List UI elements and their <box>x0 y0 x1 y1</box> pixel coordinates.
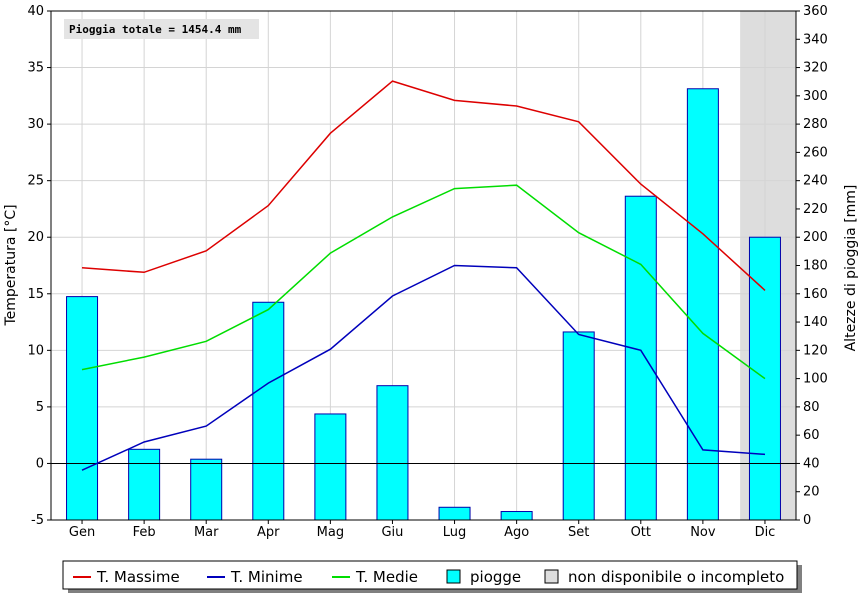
rain-bars <box>66 88 781 521</box>
series-line-t-massime <box>81 80 766 291</box>
y-right-tick-label: 260 <box>803 145 828 160</box>
y-right-tick-label: 280 <box>803 117 828 132</box>
y-right-tick-label: 160 <box>803 287 828 302</box>
y-left-tick-label: 0 <box>36 456 44 471</box>
bar-Ago <box>500 511 533 521</box>
y-right-tick-label: 340 <box>803 32 828 47</box>
y-right-tick-label: 100 <box>803 372 828 387</box>
y-left-tick-label: 5 <box>36 400 44 415</box>
bar-Nov <box>686 88 719 521</box>
bar-Ott <box>624 195 657 521</box>
y-right-tick-label: 360 <box>803 4 828 19</box>
legend-label: piogge <box>470 568 521 586</box>
x-tick-label: Feb <box>133 525 156 540</box>
legend-label: T. Medie <box>355 568 418 586</box>
total-rain-badge-text: Pioggia totale = 1454.4 mm <box>69 23 242 36</box>
x-tick-label: Giu <box>381 525 403 540</box>
y-left-tick-label: 20 <box>27 230 44 245</box>
y-left-tick-label: 40 <box>27 4 44 19</box>
y-right-tick-label: 140 <box>803 315 828 330</box>
bar-Mar <box>190 458 223 521</box>
y-right-tick-label: 200 <box>803 230 828 245</box>
y-right-tick-label: 300 <box>803 89 828 104</box>
legend-label: T. Minime <box>230 568 303 586</box>
legend-swatch-box <box>544 569 559 584</box>
legend: T. Massime T. Minime T. Medie piogge non dis… <box>62 560 802 593</box>
bar-Apr <box>252 301 285 521</box>
y-axis-right-ticks: 0 20 40 60 80 100 120 140 160 180 200 220 240 260 280 3… <box>796 4 828 528</box>
y-axis-left-ticks: -5 0 5 10 15 20 25 30 35 40 <box>27 4 51 528</box>
y-axis-right-title: Altezze di pioggia [mm] <box>843 185 859 352</box>
y-right-tick-label: 220 <box>803 202 828 217</box>
y-right-tick-label: 240 <box>803 174 828 189</box>
legend-label: T. Massime <box>96 568 180 586</box>
legend-swatch-box <box>446 569 461 584</box>
x-tick-label: Gen <box>69 525 95 540</box>
x-tick-label: Nov <box>690 525 716 540</box>
bar-Lug <box>438 506 471 521</box>
y-left-tick-label: 25 <box>27 174 44 189</box>
total-rain-badge-bg <box>64 19 259 39</box>
bar-Feb <box>128 448 161 521</box>
x-tick-label: Lug <box>443 525 467 540</box>
temperature-lines <box>81 80 766 471</box>
x-tick-label: Apr <box>257 525 280 540</box>
x-tick-label: Ott <box>631 525 651 540</box>
x-tick-label: Set <box>568 525 589 540</box>
total-rain-badge: Pioggia totale = 1454.4 mm <box>64 19 259 39</box>
x-tick-label: Dic <box>755 525 776 540</box>
bar-Giu <box>376 385 409 521</box>
y-right-tick-label: 20 <box>803 485 820 500</box>
y-left-tick-label: -5 <box>31 513 44 528</box>
y-right-tick-label: 180 <box>803 259 828 274</box>
y-left-tick-label: 10 <box>27 343 44 358</box>
series-line-t-medie <box>81 184 766 380</box>
series-line-t-minime <box>81 264 766 471</box>
bar-Mag <box>314 413 347 521</box>
y-right-tick-label: 80 <box>803 400 820 415</box>
y-left-tick-label: 15 <box>27 287 44 302</box>
legend-box <box>62 560 798 590</box>
x-tick-label: Ago <box>504 525 529 540</box>
bar-Gen <box>66 296 99 521</box>
bar-Set <box>562 331 595 521</box>
y-left-tick-label: 35 <box>27 61 44 76</box>
y-left-tick-label: 30 <box>27 117 44 132</box>
legend-label: non disponibile o incompleto <box>568 568 784 586</box>
y-axis-left-title: Temperatura [°C] <box>3 204 19 326</box>
y-right-tick-label: 60 <box>803 428 820 443</box>
y-right-tick-label: 0 <box>803 513 811 528</box>
y-right-tick-label: 120 <box>803 343 828 358</box>
y-right-tick-label: 320 <box>803 61 828 76</box>
x-tick-label: Mag <box>317 525 344 540</box>
x-axis-ticks: Gen Feb Mar Apr Mag Giu Lug Ago Set Ott Nov Dic <box>69 520 775 540</box>
y-right-tick-label: 40 <box>803 456 820 471</box>
x-tick-label: Mar <box>194 525 219 540</box>
